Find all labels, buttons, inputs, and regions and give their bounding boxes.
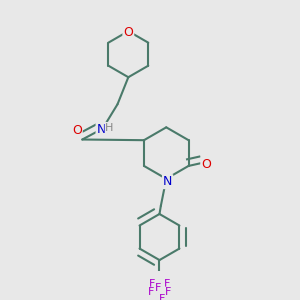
Text: H: H xyxy=(105,122,114,133)
Text: O: O xyxy=(123,26,133,39)
Text: F: F xyxy=(164,287,171,297)
Text: O: O xyxy=(72,124,82,137)
Text: F: F xyxy=(149,279,155,289)
Text: F: F xyxy=(148,287,154,297)
Text: N: N xyxy=(97,123,106,136)
Text: O: O xyxy=(201,158,211,171)
Text: F: F xyxy=(164,279,170,289)
Text: N: N xyxy=(163,175,172,188)
Text: F: F xyxy=(155,283,161,293)
Text: F: F xyxy=(159,294,165,300)
